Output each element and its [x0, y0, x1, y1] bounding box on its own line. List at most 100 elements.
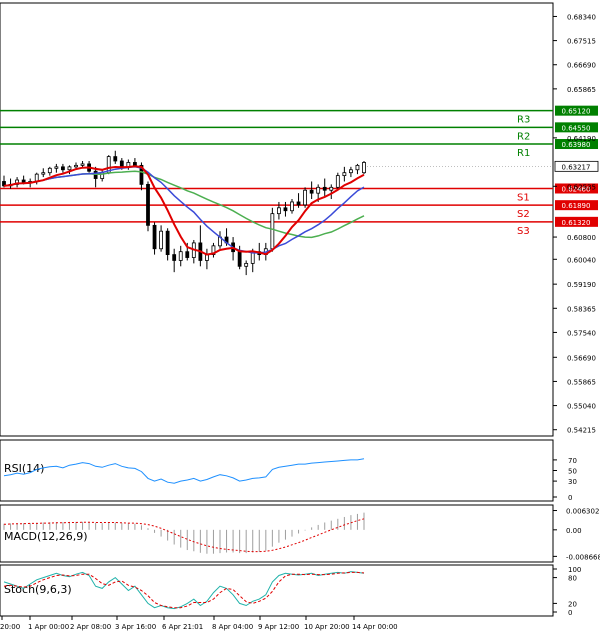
- level-badge: [555, 200, 598, 211]
- x-tick-label: 8 Apr 04:00: [212, 623, 253, 631]
- candle-body: [165, 230, 170, 256]
- candle-body: [185, 251, 190, 258]
- ma-mid-line: [3, 166, 365, 254]
- level-badge: [555, 105, 598, 116]
- candle-body: [349, 169, 353, 174]
- price-panel: 0.65120 R3 0.64550 R2 0.63980 R1 0.62460 S1 0.61…: [0, 2, 599, 437]
- x-tick-label: 3 Apr 16:00: [115, 623, 156, 631]
- candle-body: [355, 164, 360, 171]
- x-tick-label: 6 Apr 21:01: [162, 623, 203, 631]
- price-tick-label: 0.55865: [567, 378, 596, 386]
- candle-body: [80, 163, 85, 166]
- level-label: R1: [517, 148, 530, 159]
- candle-body: [296, 201, 301, 206]
- stoch-tick-label: 80: [568, 575, 577, 583]
- candle-body: [237, 251, 242, 267]
- macd-signal-line: [3, 518, 365, 553]
- rsi-tick-label: 0: [568, 494, 572, 502]
- macd-tick-label: 0.00: [566, 527, 582, 535]
- rsi-label: RSI(14): [4, 462, 44, 475]
- level-label: S3: [517, 226, 530, 237]
- candle-body: [303, 189, 307, 206]
- rsi-tick-label: 50: [568, 468, 577, 476]
- level-value: 0.64550: [562, 124, 591, 132]
- x-tick-label: 20:00: [0, 623, 20, 631]
- macd-label: MACD(12,26,9): [4, 530, 88, 543]
- candle-body: [316, 186, 321, 194]
- candle-body: [61, 166, 65, 171]
- candle-body: [152, 224, 157, 250]
- price-tick-label: 0.68340: [567, 13, 596, 21]
- candle-body: [270, 213, 275, 250]
- candle-body: [211, 245, 216, 256]
- level-label: S1: [517, 192, 530, 203]
- price-tick-label: 0.66690: [567, 62, 596, 70]
- price-tick-label: 0.56690: [567, 354, 596, 362]
- candle-body: [139, 164, 144, 185]
- x-tick-label: 2 Apr 08:00: [70, 623, 111, 631]
- price-tick-label: 0.64190: [567, 135, 596, 143]
- candle-body: [329, 186, 334, 191]
- candle-body: [244, 262, 249, 267]
- level-value: 0.62460: [562, 185, 591, 193]
- current-price-value: 0.63217: [562, 163, 591, 171]
- level-value: 0.61890: [562, 202, 591, 210]
- macd-tick-label: 0.006302: [566, 508, 599, 516]
- candle-body: [342, 172, 347, 177]
- candle-body: [74, 164, 78, 168]
- candle-body: [119, 160, 124, 168]
- macd-panel: MACD(12,26,9) 0.006302 0.00 -0.008668: [0, 504, 600, 563]
- level-value: 0.63980: [562, 141, 591, 149]
- price-tick-label: 0.60800: [567, 234, 596, 242]
- price-tick-label: 0.55040: [567, 403, 596, 411]
- x-tick-label: 10 Apr 20:00: [304, 623, 350, 631]
- level-label: S2: [517, 209, 530, 220]
- price-tick-label: 0.60040: [567, 256, 596, 264]
- candle-body: [54, 166, 59, 169]
- rsi-line: [3, 458, 365, 484]
- candle-body: [178, 251, 183, 261]
- stoch-tick-label: 100: [568, 566, 581, 574]
- candle-body: [41, 172, 46, 175]
- candle-body: [283, 207, 288, 212]
- rsi-panel: RSI(14) 70 50 30 0: [0, 439, 577, 502]
- candle-body: [67, 166, 72, 171]
- rsi-tick-label: 30: [568, 478, 577, 486]
- level-label: R2: [517, 131, 530, 142]
- level-badge: [555, 183, 598, 194]
- price-tick-label: 0.57540: [567, 329, 596, 337]
- price-tick-label: 0.65865: [567, 86, 596, 94]
- price-tick-label: 0.54215: [567, 427, 596, 435]
- candle-body: [146, 183, 150, 226]
- stoch-tick-label: 0: [568, 609, 572, 617]
- current-price-badge: [554, 160, 599, 172]
- x-tick-label: 9 Apr 12:00: [258, 623, 299, 631]
- level-value: 0.61320: [562, 219, 591, 227]
- price-tick-label: 0.59190: [567, 281, 596, 289]
- candle-body: [322, 186, 327, 191]
- price-tick-label: 0.62535: [567, 183, 596, 191]
- ma-fast-line: [3, 165, 365, 256]
- candle-body: [335, 175, 340, 188]
- level-badge: [555, 122, 598, 133]
- x-tick-label: 14 Apr 00:00: [352, 623, 398, 631]
- candle-body: [309, 189, 314, 194]
- stoch-d-line: [3, 571, 365, 609]
- candle-body: [133, 162, 137, 166]
- candle-body: [47, 167, 52, 174]
- rsi-tick-label: 70: [568, 457, 577, 465]
- candle-body: [290, 201, 294, 212]
- x-tick-label: 1 Apr 00:00: [28, 623, 69, 631]
- level-value: 0.65120: [562, 108, 591, 116]
- price-tick-label: 0.67515: [567, 38, 596, 46]
- macd-tick-label: -0.008668: [566, 553, 600, 561]
- candle-body: [113, 156, 118, 162]
- candle-body: [277, 207, 281, 215]
- stoch-tick-label: 20: [568, 600, 577, 608]
- level-badge: [555, 216, 598, 227]
- candle-body: [172, 254, 177, 261]
- price-tick-label: 0.58365: [567, 305, 596, 313]
- time-axis: 20:00 1 Apr 00:00 2 Apr 08:00 3 Apr 16:00 6 …: [0, 616, 398, 631]
